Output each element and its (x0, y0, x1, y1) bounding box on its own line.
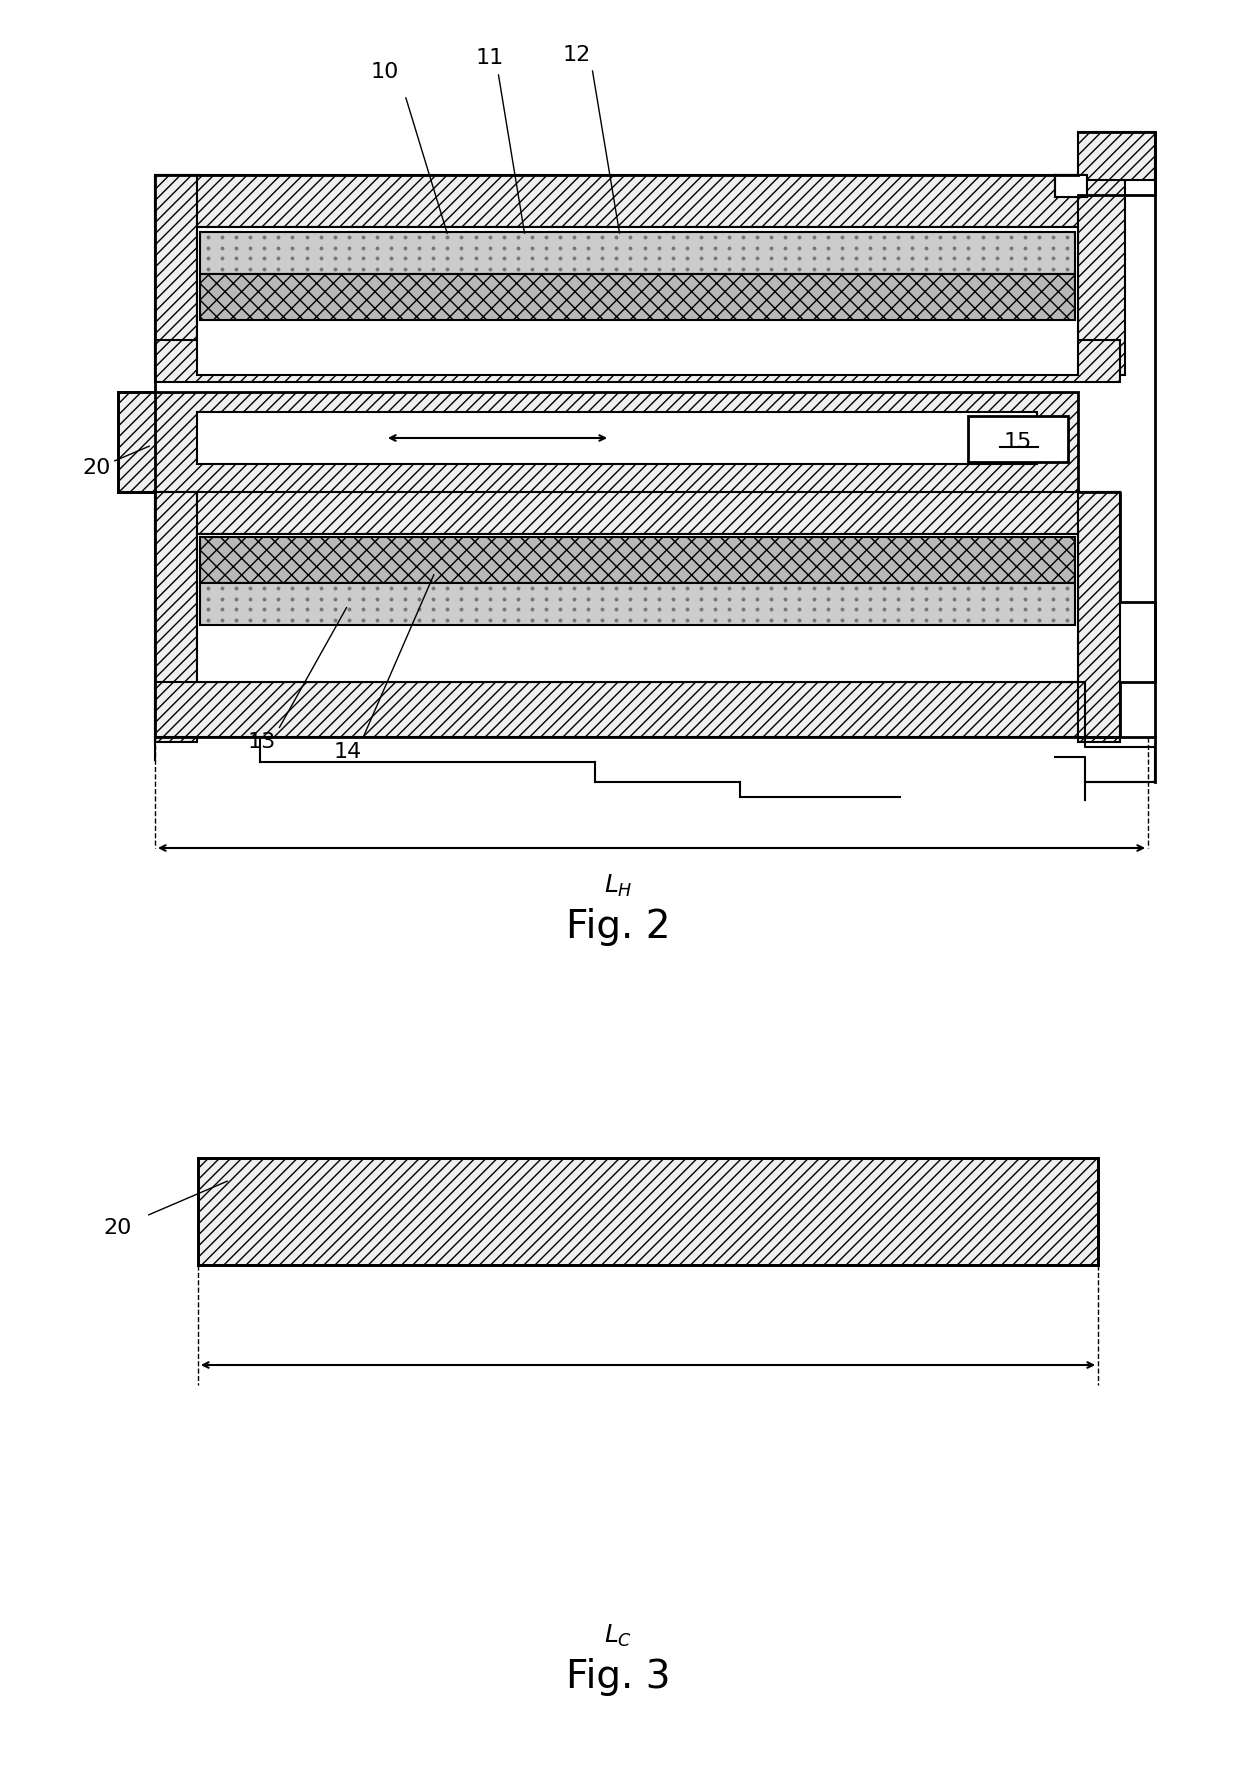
Text: 15: 15 (1004, 432, 1032, 452)
Bar (200, 232, 1075, 275)
Bar (197, 227, 1078, 375)
Text: 14: 14 (334, 742, 362, 762)
Text: $L_C$: $L_C$ (604, 1622, 632, 1649)
Bar (197, 413, 1037, 464)
Text: 10: 10 (371, 62, 399, 81)
Text: Fig. 3: Fig. 3 (565, 1658, 671, 1697)
Bar (200, 275, 1075, 321)
Bar (197, 535, 1078, 682)
Bar (155, 682, 1120, 737)
Text: 20: 20 (104, 1218, 133, 1238)
Bar (155, 492, 197, 742)
Text: 20: 20 (83, 459, 112, 478)
Text: $L_H$: $L_H$ (604, 873, 632, 900)
Bar (118, 391, 1078, 492)
Bar (1078, 492, 1120, 742)
Bar (1055, 175, 1087, 197)
Bar (155, 175, 197, 375)
Bar (155, 492, 1120, 535)
Text: 12: 12 (563, 44, 591, 66)
Bar (1078, 175, 1125, 375)
Text: 13: 13 (248, 731, 277, 753)
Bar (200, 583, 1075, 625)
Text: 11: 11 (476, 48, 505, 67)
Bar (200, 537, 1075, 583)
Bar (198, 1158, 1097, 1264)
Bar (968, 416, 1068, 462)
Bar (155, 340, 1120, 383)
Text: Fig. 2: Fig. 2 (565, 909, 671, 946)
Bar (1078, 133, 1154, 181)
Bar (155, 175, 1120, 227)
